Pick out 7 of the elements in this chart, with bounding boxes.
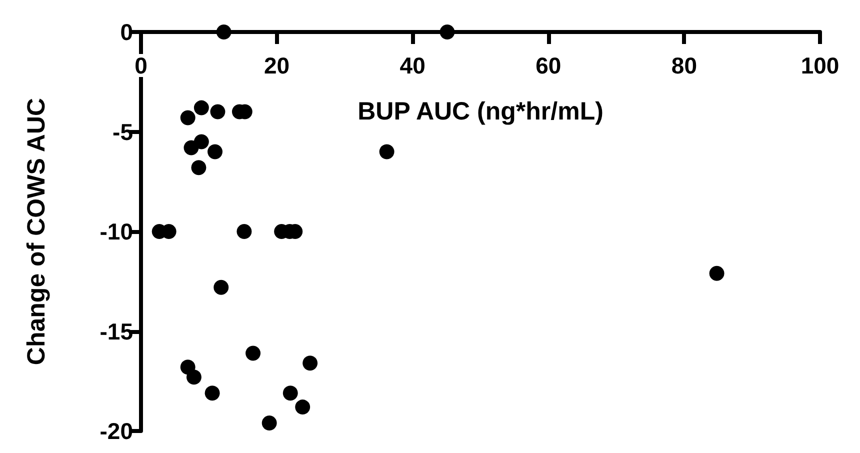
y-axis-title: Change of COWS AUC (22, 98, 50, 366)
x-tick-label: 100 (800, 52, 840, 78)
x-tick-label: 80 (671, 52, 697, 78)
x-tick-label: 20 (264, 52, 290, 78)
x-tick-label: 60 (536, 52, 562, 78)
x-axis-title: BUP AUC (ng*hr/mL) (358, 98, 604, 126)
x-tick-label: 40 (400, 52, 426, 78)
